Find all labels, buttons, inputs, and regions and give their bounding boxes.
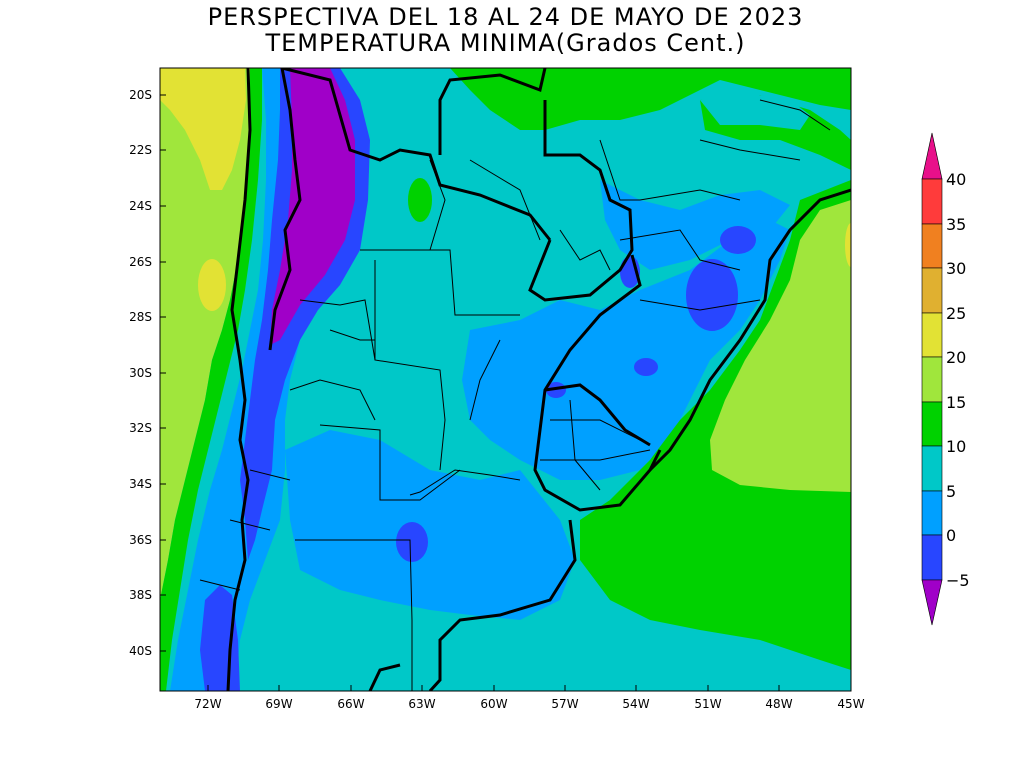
colorbar-band-0-5 [921,490,943,536]
colorbar-label: 20 [946,348,966,367]
field-20-25-atlantic-patch [845,223,851,267]
field-5-10-brazil-patch [700,92,810,130]
lon-tick-label: 51W [694,697,721,711]
lat-tick-label: 26S [129,255,152,269]
field-0-5-paraguay-east [600,180,790,270]
field-minus5-0-brazil-patch-2 [720,226,756,254]
provincial-borders [199,99,831,691]
field-10-15-chile-coast [160,68,262,691]
lon-tick-label: 72W [194,697,221,711]
field-minus5-0-brazil-patch [686,259,738,331]
colorbar-label: 5 [946,482,956,501]
colorbar-band-15-20 [921,356,943,403]
lat-tick-label: 40S [129,644,152,658]
field-20-25-north-pacific [160,68,246,190]
colorbar-top-arrow [921,132,943,180]
lat-tick-label: 28S [129,310,152,324]
colorbar-label: −5 [946,571,970,590]
lat-tick-label: 22S [129,143,152,157]
lat-tick-label: 34S [129,477,152,491]
colorbar-label: 40 [946,170,966,189]
field-20-25-pacific-patch [198,259,226,311]
political-borders [199,68,851,691]
colorbar-band-minus5-0 [921,534,943,581]
lat-tick-label: 30S [129,366,152,380]
field-10-15-north [450,68,851,130]
lon-tick-label: 57W [551,697,578,711]
colorbar-band-35-40 [921,178,943,225]
colorbar-band-30-35 [921,223,943,269]
lon-tick-label: 60W [480,697,507,711]
lat-tick-label: 36S [129,533,152,547]
field-15-20-pacific [160,68,252,600]
colorbar-labels: 40 35 30 25 20 15 10 5 0 −5 [946,170,970,590]
lon-tick-label: 45W [837,697,864,711]
lat-tick-label: 32S [129,421,152,435]
field-minus5-0-uruguay-patch [546,382,566,398]
map-frame [159,67,852,692]
colorbar-band-5-10 [921,445,943,492]
latitude-axis: 20S 22S 24S 26S 28S 30S 32S 34S 36S 38S … [129,88,166,658]
colorbar-label: 35 [946,215,966,234]
field-10-15-chaco-patch [408,178,432,222]
longitude-axis: 72W 69W 66W 63W 60W 57W 54W 51W 48W 45W [194,685,865,711]
lon-tick-label: 48W [765,697,792,711]
lon-tick-label: 66W [337,697,364,711]
map-subtitle: TEMPERATURA MINIMA(Grados Cent.) [265,29,746,57]
lat-tick-label: 24S [129,199,152,213]
lat-tick-label: 38S [129,588,152,602]
colorbar-label: 30 [946,259,966,278]
map-title: PERSPECTIVA DEL 18 AL 24 DE MAYO DE 2023 [207,3,804,31]
colorbar-bottom-arrow [921,579,943,626]
colorbar [921,132,943,626]
field-minus5-0-pampa-patch [396,522,428,562]
field-15-20-atlantic [710,200,851,492]
field-minus5-0-rs-patch [634,358,658,376]
colorbar-label: 15 [946,393,966,412]
map-fields [160,68,851,691]
colorbar-band-25-30 [921,267,943,314]
field-below-minus5-andes [270,68,355,345]
lon-tick-label: 54W [622,697,649,711]
colorbar-band-10-15 [921,401,943,447]
national-borders [226,68,851,691]
colorbar-label: 25 [946,304,966,323]
colorbar-label: 0 [946,526,956,545]
lon-tick-label: 69W [265,697,292,711]
colorbar-label: 10 [946,437,966,456]
lon-tick-label: 63W [408,697,435,711]
lat-tick-label: 20S [129,88,152,102]
colorbar-band-20-25 [921,312,943,358]
